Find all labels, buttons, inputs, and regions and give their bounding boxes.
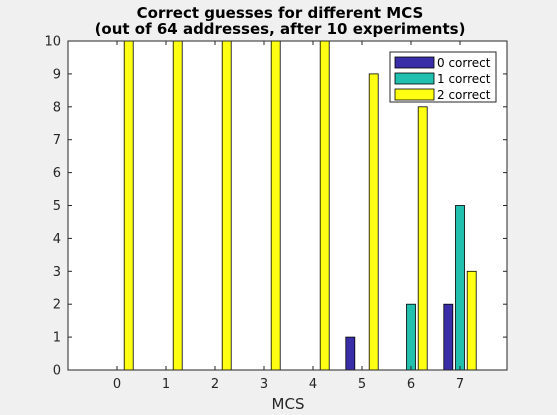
y-tick-label-10: 10 bbox=[44, 35, 61, 50]
x-tick-label-5: 5 bbox=[358, 377, 366, 392]
y-tick-label-4: 4 bbox=[53, 232, 61, 247]
x-tick-label-2: 2 bbox=[211, 377, 219, 392]
x-tick-label-0: 0 bbox=[113, 377, 121, 392]
bar-2-correct-mcs-2 bbox=[221, 40, 232, 371]
x-tick-label-1: 1 bbox=[162, 377, 170, 392]
y-tick-label-6: 6 bbox=[53, 166, 61, 181]
legend-swatch-2 bbox=[394, 88, 435, 101]
bar-2-correct-mcs-3 bbox=[270, 40, 281, 371]
bar-2-correct-mcs-6 bbox=[417, 106, 428, 371]
y-tick-label-9: 9 bbox=[53, 67, 61, 82]
y-tick-label-2: 2 bbox=[53, 298, 61, 313]
bar-2-correct-mcs-1 bbox=[172, 40, 183, 371]
legend-label-2: 2 correct bbox=[437, 88, 491, 102]
chart-title-line-2: (out of 64 addresses, after 10 experimen… bbox=[95, 20, 466, 38]
bar-0-correct-mcs-7 bbox=[443, 303, 454, 371]
x-tick-label-4: 4 bbox=[309, 377, 317, 392]
legend-label-1: 1 correct bbox=[437, 72, 491, 86]
x-axis-label: MCS bbox=[272, 395, 305, 413]
bar-2-correct-mcs-5 bbox=[368, 73, 379, 371]
bar-2-correct-mcs-0 bbox=[123, 40, 134, 371]
y-tick-label-0: 0 bbox=[53, 364, 61, 379]
bar-1-correct-mcs-6 bbox=[406, 303, 416, 371]
y-tick-label-8: 8 bbox=[53, 100, 61, 115]
x-tick-label-7: 7 bbox=[456, 377, 464, 392]
legend: 0 correct 1 correct 2 correct bbox=[389, 51, 497, 103]
x-tick-label-3: 3 bbox=[260, 377, 268, 392]
x-tick-label-6: 6 bbox=[407, 377, 415, 392]
y-tick-label-7: 7 bbox=[53, 133, 61, 148]
y-tick-label-1: 1 bbox=[53, 331, 61, 346]
bar-0-correct-mcs-5 bbox=[345, 336, 356, 371]
bar-2-correct-mcs-4 bbox=[319, 40, 330, 371]
legend-swatch-1 bbox=[394, 72, 435, 85]
axis-ticks: 0 1 2 3 4 5 6 7 8 9 10 0 1 2 3 4 5 6 7 bbox=[44, 35, 507, 392]
chart-title-line-1: Correct guesses for different MCS bbox=[137, 4, 424, 22]
y-tick-label-5: 5 bbox=[53, 199, 61, 214]
legend-label-0: 0 correct bbox=[437, 56, 491, 70]
bar-2-correct-mcs-7 bbox=[466, 270, 477, 371]
bar-1-correct-mcs-7 bbox=[455, 205, 465, 371]
y-tick-label-3: 3 bbox=[53, 265, 61, 280]
legend-swatch-0 bbox=[394, 56, 435, 69]
